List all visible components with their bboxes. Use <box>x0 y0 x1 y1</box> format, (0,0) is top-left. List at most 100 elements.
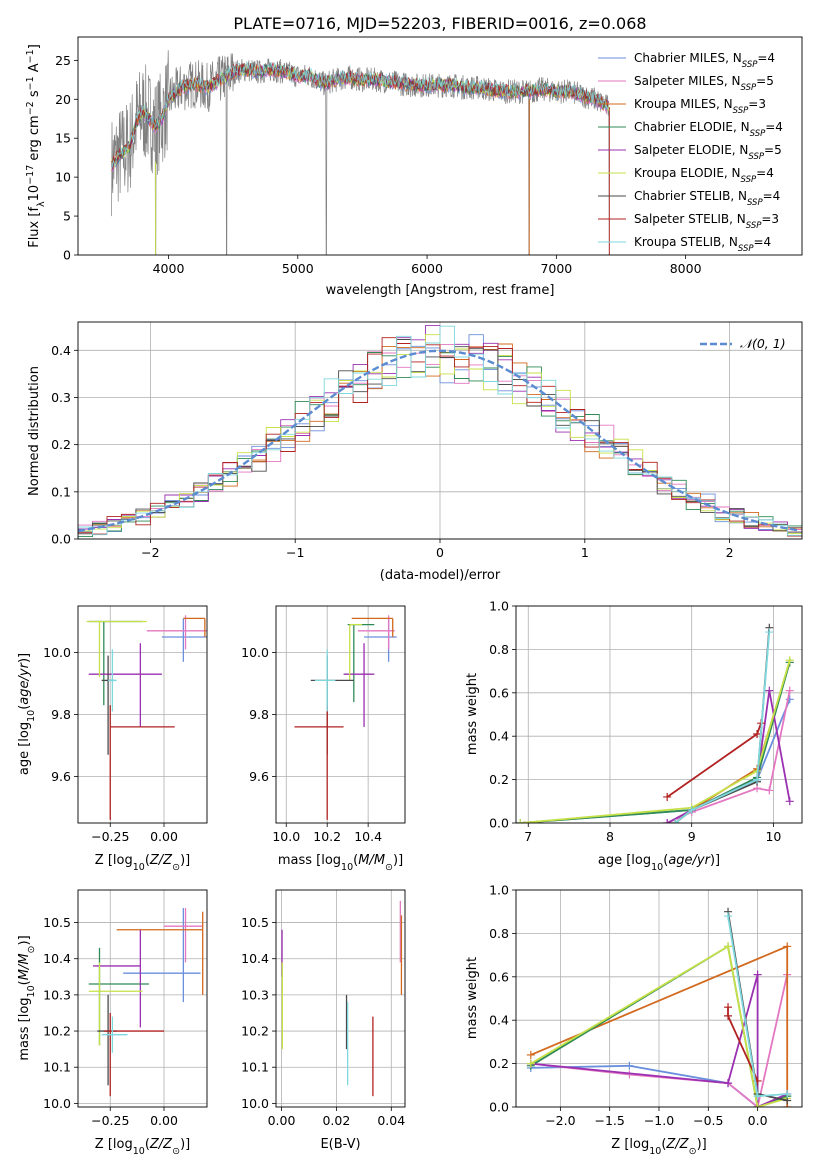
label-part: )] <box>17 935 32 945</box>
weight-line <box>666 690 791 823</box>
weight-series-kroupa_miles <box>671 658 794 823</box>
x-tick-label: 0.02 <box>322 1113 350 1128</box>
y-tick-label: 0.4 <box>489 1013 509 1028</box>
weight-lines <box>526 907 792 1107</box>
label-part: erg cm <box>27 115 42 164</box>
y-tick-label: 0.8 <box>489 926 509 941</box>
label-part: age [log <box>598 853 651 868</box>
legend-tail: =4 <box>756 166 774 180</box>
y-tick-label: 0.3 <box>51 390 71 405</box>
label-part: mass [log <box>17 997 32 1060</box>
errorbar-chabrier_miles <box>161 618 207 662</box>
y-tick-label: 10.0 <box>43 645 71 660</box>
y-axis-label: mass [log10(M/M⊙)] <box>17 935 37 1060</box>
label-part: ] <box>27 44 42 49</box>
y-tick-label: 10.1 <box>241 1060 269 1075</box>
x-tick-label: 0.0 <box>748 1113 768 1128</box>
legend-entry: Chabrier MILES, NSSP=4 <box>634 51 775 70</box>
legend-text: Kroupa ELODIE, N <box>634 166 741 180</box>
hist-kroupa_stelib <box>78 325 802 539</box>
x-tick-label: 7 <box>524 829 532 844</box>
legend-sub: SSP <box>748 152 764 162</box>
y-tick-label: 5 <box>63 209 71 224</box>
legend-entry: Salpeter STELIB, NSSP=3 <box>634 212 779 231</box>
legend-sub: SSP <box>741 83 757 93</box>
y-tick-label: 0.2 <box>489 772 509 787</box>
errorbar-kroupa_elodie <box>88 962 143 1046</box>
errorbars <box>86 615 207 820</box>
legend-tail: =5 <box>764 143 782 157</box>
label-part: Flux [f <box>27 207 42 248</box>
weight-marker <box>753 1103 762 1107</box>
weight-series-salpeter_stelib <box>663 719 766 801</box>
label-part: ( <box>145 1137 150 1152</box>
axes-frame <box>275 605 406 824</box>
y-tick-label: 10.4 <box>241 951 269 966</box>
errorbar-kroupa_miles <box>183 617 206 637</box>
errorbar-kroupa_miles <box>351 617 394 637</box>
x-tick-label: 0.00 <box>150 829 178 844</box>
errorbars <box>281 900 403 1097</box>
label-part: ⊙ <box>689 1146 697 1157</box>
legend-entry: 𝒩(0, 1) <box>740 336 786 351</box>
gauss-curve <box>78 349 800 532</box>
legend-text: Salpeter ELODIE, N <box>634 143 748 157</box>
legend-entry: Chabrier ELODIE, NSSP=4 <box>634 120 783 139</box>
label-part: M/M <box>17 953 32 980</box>
legend-text: Kroupa MILES, N <box>634 97 733 111</box>
label-part: ( <box>661 1137 666 1152</box>
x-tick-label: −1 <box>286 545 304 560</box>
label-part: −17 <box>25 165 36 185</box>
y-tick-label: 0.2 <box>51 437 71 452</box>
x-tick-label: 9 <box>688 829 696 844</box>
legend-sub: SSP <box>738 244 754 254</box>
label-part: λ <box>36 201 47 207</box>
weight-marker <box>785 797 794 806</box>
weight-line <box>666 690 791 823</box>
label-part: 10 <box>651 862 663 873</box>
weight-marker <box>663 792 672 801</box>
label-part: −1 <box>25 76 36 90</box>
y-tick-label: 9.6 <box>51 769 71 784</box>
x-tick-label: 8000 <box>670 261 702 276</box>
x-axis-label: Z [log10(Z/Z⊙)] <box>95 853 190 873</box>
label-part: )] <box>697 1137 707 1152</box>
y-tick-label: 1.0 <box>489 883 509 898</box>
weight-marker <box>526 1059 535 1068</box>
label-part: Z [log <box>95 853 133 868</box>
weight-line <box>674 627 771 823</box>
x-tick-label: 0 <box>436 545 444 560</box>
errorbar-salpeter_miles <box>164 908 203 963</box>
panel-age_vs_mass: 10.0 10.2 10.4 9.6 9.8 10.0 mass [log10(M/M⊙)] <box>241 605 406 873</box>
weight-marker <box>724 1003 733 1012</box>
y-tick-label: 10.3 <box>241 987 269 1002</box>
label-part: Z [log <box>95 1137 133 1152</box>
y-tick-label: 0.4 <box>489 729 509 744</box>
y-tick-label: 0.6 <box>489 685 509 700</box>
x-tick-label: 4000 <box>153 261 185 276</box>
legend-text: Kroupa STELIB, N <box>634 235 738 249</box>
weight-series-salpeter_elodie <box>663 686 794 823</box>
weight-marker <box>753 775 762 784</box>
weight-lines <box>516 623 794 823</box>
y-tick-label: 1.0 <box>489 599 509 614</box>
y-tick-label: 10.0 <box>241 1096 269 1111</box>
legend-sub: SSP <box>750 129 766 139</box>
weight-series-kroupa_stelib <box>671 628 774 823</box>
label-part: Z/Z <box>665 1137 689 1152</box>
x-tick-label: −1.5 <box>595 1113 625 1128</box>
x-axis-label: (data-model)/error <box>380 568 501 583</box>
label-part: −2 <box>25 101 36 115</box>
weight-series-chabrier_elodie <box>516 658 794 823</box>
weight-marker <box>753 730 762 739</box>
figure-title: PLATE=0716, MJD=52203, FIBERID=0016, z=0… <box>233 14 646 33</box>
weight-marker <box>663 819 672 823</box>
errorbar-kroupa_stelib <box>101 1016 128 1053</box>
label-part: M/M <box>358 853 385 868</box>
weight-line <box>530 944 788 1107</box>
weight-marker <box>753 1092 762 1101</box>
label-part: ( <box>663 853 668 868</box>
axes-frame <box>77 36 803 256</box>
x-tick-label: −0.5 <box>693 1113 723 1128</box>
label-part: s <box>27 90 42 101</box>
